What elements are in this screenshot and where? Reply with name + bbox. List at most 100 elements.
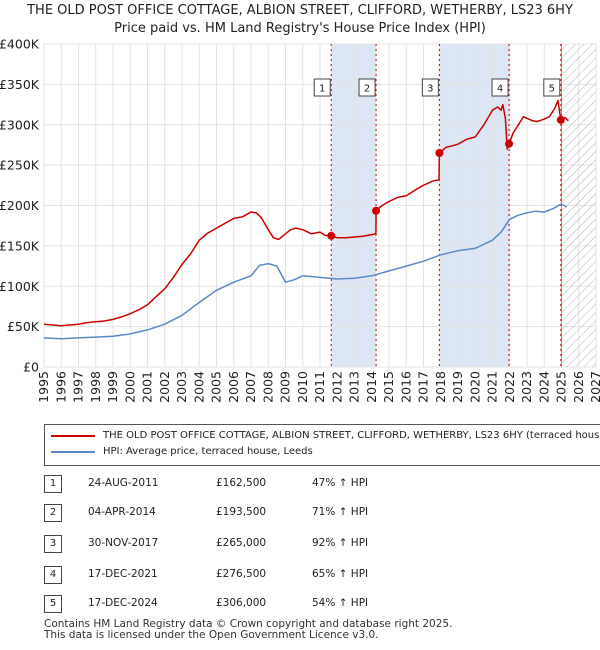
sale-marker-label: 4 <box>497 84 503 95</box>
row-price: £162,500 <box>216 477 267 489</box>
x-tick-label: 2017 <box>416 371 431 403</box>
row-number-badge: 1 <box>44 475 62 493</box>
x-tick-label: 2009 <box>278 371 293 403</box>
x-tick-label: 1998 <box>88 371 103 403</box>
legend-label-property: THE OLD POST OFFICE COTTAGE, ALBION STRE… <box>103 430 600 441</box>
y-tick-label: £0 <box>23 360 39 375</box>
x-tick-label: 2004 <box>191 371 206 403</box>
x-tick-label: 2019 <box>450 371 465 403</box>
legend: THE OLD POST OFFICE COTTAGE, ALBION STRE… <box>44 424 600 466</box>
x-tick-label: 2013 <box>347 371 362 403</box>
grid-lines <box>43 43 597 368</box>
footer-line-1: Contains HM Land Registry data © Crown c… <box>44 618 453 630</box>
x-tick-label: 2026 <box>571 371 586 403</box>
x-tick-label: 2024 <box>536 371 551 403</box>
sale-points <box>327 115 565 240</box>
x-tick-label: 2015 <box>381 371 396 403</box>
y-tick-label: £350K <box>0 77 40 92</box>
x-tick-label: 2000 <box>122 371 137 403</box>
sale-marker-label: 2 <box>364 84 370 95</box>
x-tick-label: 2021 <box>485 371 500 403</box>
y-tick-label: £50K <box>7 319 40 334</box>
table-row: 4 17-DEC-2021 £276,500 65% ↑ HPI <box>44 566 600 584</box>
row-date: 17-DEC-2024 <box>88 597 158 609</box>
legend-item-property: THE OLD POST OFFICE COTTAGE, ALBION STRE… <box>51 430 600 444</box>
row-number-badge: 5 <box>44 595 62 613</box>
x-tick-label: 2014 <box>364 371 379 403</box>
row-price: £276,500 <box>216 568 267 580</box>
x-tick-label: 2006 <box>226 371 241 403</box>
table-row: 5 17-DEC-2024 £306,000 54% ↑ HPI <box>44 595 600 613</box>
legend-swatch-hpi <box>51 450 95 453</box>
footer-line-2: This data is licensed under the Open Gov… <box>44 629 379 641</box>
x-tick-label: 2022 <box>502 371 517 403</box>
sale-marker-label: 3 <box>427 84 433 95</box>
sale-marker-badge <box>421 78 439 97</box>
y-tick-label: £150K <box>0 238 40 253</box>
sale-marker-label: 5 <box>549 84 555 95</box>
x-tick-label: 2027 <box>588 371 600 403</box>
table-row: 3 30-NOV-2017 £265,000 92% ↑ HPI <box>44 535 600 553</box>
x-tick-label: 2020 <box>467 371 482 403</box>
title-line-2: Price paid vs. HM Land Registry's House … <box>114 21 486 36</box>
title-line-1: THE OLD POST OFFICE COTTAGE, ALBION STRE… <box>27 3 573 18</box>
sale-marker-lines <box>330 44 562 367</box>
forecast-hatch-area <box>561 44 596 367</box>
x-tick-label: 1996 <box>53 371 68 403</box>
x-tick-label: 2003 <box>174 371 189 403</box>
row-hpi: 65% ↑ HPI <box>312 568 369 580</box>
legend-swatch-property <box>51 434 95 437</box>
row-date: 30-NOV-2017 <box>88 537 159 549</box>
row-number-badge: 2 <box>44 504 62 522</box>
sale-marker-badge <box>491 78 509 97</box>
sale-marker-badge <box>313 78 331 97</box>
forecast-hatch <box>561 44 596 367</box>
sale-marker-badge <box>543 78 561 97</box>
sale-marker-badge <box>358 78 376 97</box>
table-row: 1 24-AUG-2011 £162,500 47% ↑ HPI <box>44 475 600 493</box>
row-price: £306,000 <box>216 597 267 609</box>
row-hpi: 54% ↑ HPI <box>312 597 369 609</box>
sale-marker-label: 1 <box>319 84 325 95</box>
row-date: 24-AUG-2011 <box>88 477 159 489</box>
sale-point <box>556 115 565 124</box>
legend-label-hpi: HPI: Average price, terraced house, Leed… <box>103 446 313 457</box>
row-price: £265,000 <box>216 537 267 549</box>
y-tick-label: £200K <box>0 198 40 213</box>
x-tick-label: 1999 <box>105 371 120 403</box>
table-row: 2 04-APR-2014 £193,500 71% ↑ HPI <box>44 504 600 522</box>
footer: Contains HM Land Registry data © Crown c… <box>44 619 452 641</box>
row-date: 04-APR-2014 <box>88 506 156 518</box>
x-axis-ticks: 1995 1996 1997 1998 1999 2000 2001 2002 2003 2004… <box>36 371 600 403</box>
sale-point <box>327 231 336 240</box>
x-tick-label: 1995 <box>36 371 51 403</box>
x-tick-label: 2007 <box>243 371 258 403</box>
x-tick-label: 2016 <box>398 371 413 403</box>
row-hpi: 47% ↑ HPI <box>312 477 369 489</box>
row-hpi: 92% ↑ HPI <box>312 537 369 549</box>
x-tick-label: 1997 <box>71 371 86 403</box>
y-tick-label: £400K <box>0 37 40 52</box>
y-tick-label: £300K <box>0 117 40 132</box>
x-tick-label: 2011 <box>312 371 327 403</box>
sale-marker-badges: 1 2 3 4 5 <box>313 78 561 97</box>
sale-point <box>435 149 444 158</box>
y-tick-label: £100K <box>0 279 40 294</box>
x-tick-label: 2002 <box>157 371 172 403</box>
x-tick-label: 2001 <box>140 371 155 403</box>
row-hpi: 71% ↑ HPI <box>312 506 369 518</box>
x-tick-label: 2010 <box>295 371 310 403</box>
legend-item-hpi: HPI: Average price, terraced house, Leed… <box>51 446 313 460</box>
chart-title: THE OLD POST OFFICE COTTAGE, ALBION STRE… <box>0 2 600 38</box>
hpi-series-line <box>43 203 568 340</box>
x-tick-label: 2005 <box>209 371 224 403</box>
row-number-badge: 4 <box>44 566 62 584</box>
x-tick-label: 2023 <box>519 371 534 403</box>
x-tick-label: 2008 <box>260 371 275 403</box>
x-tick-label: 2025 <box>554 371 569 403</box>
x-tick-label: 2018 <box>433 371 448 403</box>
sale-point <box>372 206 381 215</box>
x-tick-label: 2012 <box>329 371 344 403</box>
row-number-badge: 3 <box>44 535 62 553</box>
row-price: £193,500 <box>216 506 267 518</box>
